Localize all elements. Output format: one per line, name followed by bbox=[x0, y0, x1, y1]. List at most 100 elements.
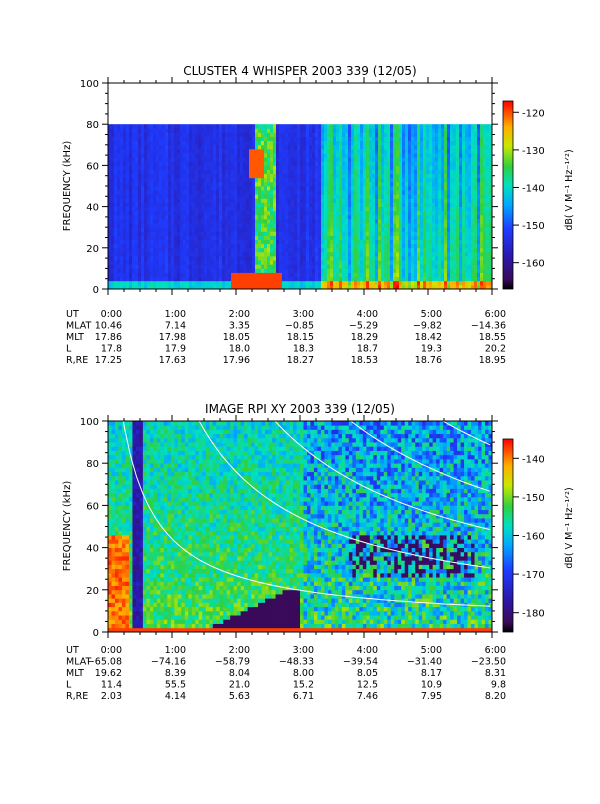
panel1-cell bbox=[246, 173, 250, 179]
panel1-cell bbox=[156, 181, 160, 187]
panel1-cell bbox=[474, 181, 478, 187]
panel1-cell bbox=[432, 243, 436, 249]
panel1-cell bbox=[297, 186, 301, 191]
panel1-cell bbox=[138, 173, 142, 179]
panel1-cell bbox=[189, 280, 193, 286]
panel1-cell bbox=[186, 202, 190, 207]
panel1-cell bbox=[291, 140, 295, 146]
panel1-cell bbox=[216, 251, 220, 257]
panel1-cell bbox=[270, 169, 274, 175]
panel1-cell bbox=[426, 144, 430, 150]
panel1-cell bbox=[468, 140, 472, 146]
panel1-cell bbox=[231, 231, 235, 236]
panel1-cell bbox=[399, 264, 403, 269]
panel1-cell bbox=[198, 144, 202, 150]
panel1-cell bbox=[240, 132, 244, 137]
panel1-cell bbox=[249, 181, 253, 187]
panel1-cell bbox=[132, 132, 136, 137]
panel1-cell bbox=[156, 132, 160, 137]
panel1-cell bbox=[453, 132, 457, 137]
panel1-cell bbox=[333, 132, 337, 137]
panel1-cell bbox=[408, 239, 412, 245]
panel1-cell bbox=[432, 177, 436, 183]
panel1-cell bbox=[420, 132, 424, 137]
panel1-cell bbox=[138, 181, 142, 187]
panel1-cell bbox=[258, 144, 262, 150]
panel1-cell bbox=[447, 214, 451, 220]
panel1-cell bbox=[318, 140, 322, 146]
panel1-cell bbox=[231, 153, 235, 158]
panel1-cell bbox=[414, 268, 418, 273]
panel1-cell bbox=[468, 231, 472, 236]
panel1-cell bbox=[291, 280, 295, 286]
panel1-cell bbox=[432, 186, 436, 191]
panel1-cell bbox=[192, 157, 196, 162]
panel1-cell bbox=[237, 173, 241, 179]
panel1-cell bbox=[414, 272, 418, 278]
panel1-cell bbox=[204, 260, 208, 265]
panel1-cell bbox=[159, 190, 163, 195]
panel1-cell bbox=[240, 280, 244, 286]
panel1-cell bbox=[279, 206, 283, 212]
panel1-cell bbox=[444, 153, 448, 158]
panel1-cell bbox=[342, 214, 346, 220]
panel1-cell bbox=[468, 218, 472, 224]
panel1-cell bbox=[300, 223, 304, 228]
panel1-cell bbox=[387, 144, 391, 150]
panel1-cell bbox=[228, 169, 232, 175]
panel1-cell bbox=[171, 194, 175, 199]
panel1-cell bbox=[345, 132, 349, 137]
panel1-cell bbox=[276, 268, 280, 273]
panel1-cell bbox=[150, 227, 154, 232]
panel1-cell bbox=[414, 210, 418, 216]
panel1-cell bbox=[324, 214, 328, 220]
panel1-cell bbox=[168, 165, 172, 170]
panel1-cell bbox=[387, 194, 391, 199]
panel1-cell bbox=[234, 256, 238, 261]
panel1-cell bbox=[117, 144, 121, 150]
panel1-cell bbox=[114, 210, 118, 216]
panel1-cell bbox=[318, 260, 322, 265]
panel1-cell bbox=[441, 251, 445, 257]
panel1-cell bbox=[264, 210, 268, 216]
panel1-cell bbox=[249, 132, 253, 137]
panel1-cell bbox=[456, 186, 460, 191]
panel1-cell bbox=[123, 198, 127, 203]
panel1-cell bbox=[342, 169, 346, 175]
panel1-cell bbox=[144, 264, 148, 269]
panel1-cell bbox=[204, 231, 208, 236]
panel1-cell bbox=[309, 260, 313, 265]
panel1-cell bbox=[387, 239, 391, 245]
panel1-cell bbox=[321, 227, 325, 232]
panel1-cell bbox=[327, 202, 331, 207]
panel1-cell bbox=[474, 128, 478, 133]
panel1-cell bbox=[384, 181, 388, 187]
panel1-cell bbox=[390, 272, 394, 278]
panel1-cell bbox=[396, 276, 400, 282]
panel1-cell bbox=[120, 280, 124, 286]
panel1-cell bbox=[177, 161, 181, 166]
panel1-cell bbox=[189, 276, 193, 282]
panel1-cell bbox=[165, 280, 169, 286]
panel1-cell bbox=[252, 202, 256, 207]
panel1-cell bbox=[315, 153, 319, 158]
panel1-cell bbox=[420, 251, 424, 257]
panel1-cell bbox=[144, 169, 148, 175]
panel1-cell bbox=[477, 128, 481, 133]
panel1-cell bbox=[420, 153, 424, 158]
panel1-cell bbox=[480, 260, 484, 265]
panel1-cell bbox=[294, 264, 298, 269]
panel1-cell bbox=[366, 161, 370, 166]
panel1-cell bbox=[111, 165, 115, 170]
panel1-cell bbox=[468, 284, 472, 289]
panel1-cell bbox=[150, 256, 154, 261]
panel1-cell bbox=[168, 235, 172, 240]
panel1-cell bbox=[462, 268, 466, 273]
panel1-cell bbox=[156, 144, 160, 150]
panel1-cell bbox=[228, 136, 232, 142]
panel1-cell bbox=[255, 161, 259, 166]
panel1-cell bbox=[321, 251, 325, 257]
panel1-cell bbox=[306, 161, 310, 166]
panel1-cell bbox=[414, 161, 418, 166]
panel1-cell bbox=[393, 140, 397, 146]
